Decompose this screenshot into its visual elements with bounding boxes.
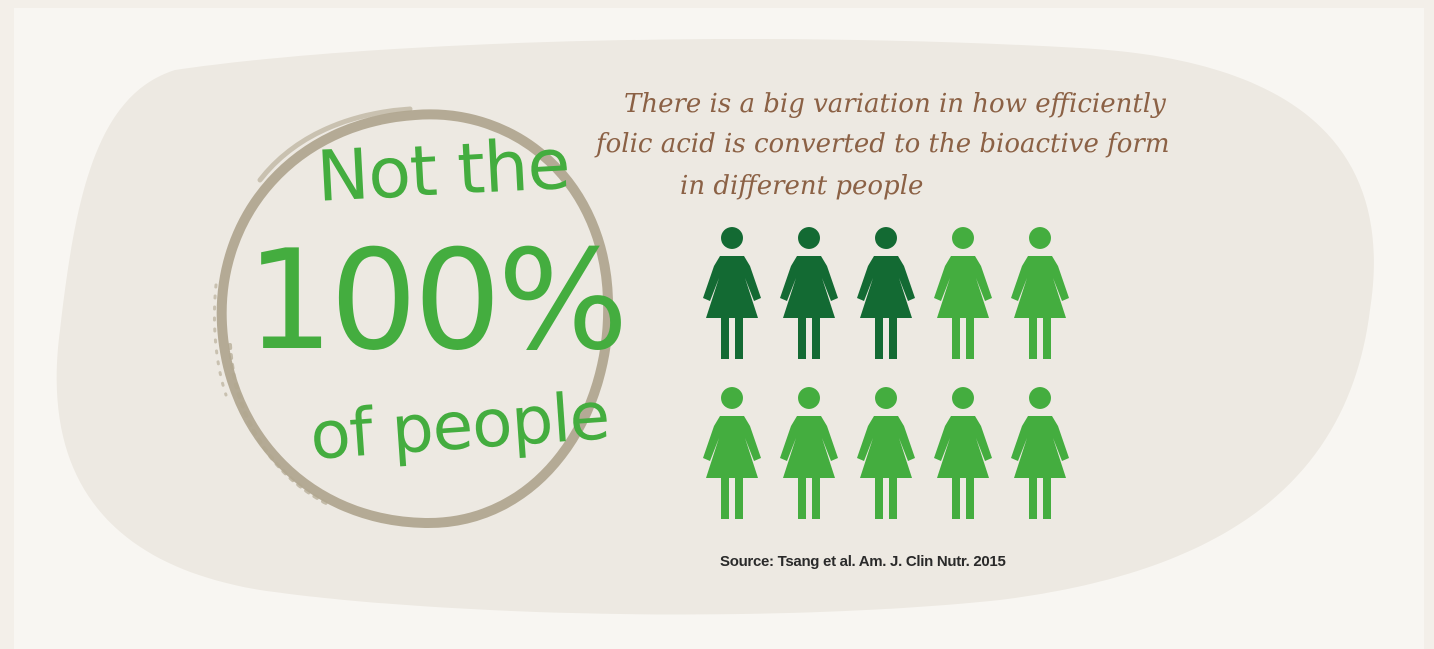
woman-figure-icon bbox=[857, 387, 915, 519]
woman-figure-icon bbox=[703, 227, 761, 359]
source-citation: Source: Tsang et al. Am. J. Clin Nutr. 2… bbox=[720, 553, 1006, 570]
woman-figure-icon bbox=[780, 387, 838, 519]
headline-line-3: of people bbox=[307, 377, 612, 475]
headline-line-1: Not the bbox=[314, 122, 572, 218]
description-line-2: folic acid is converted to the bioactive… bbox=[596, 129, 1170, 159]
woman-figure-icon bbox=[780, 227, 838, 359]
hand-drawn-circle bbox=[212, 106, 614, 529]
description-line-3: in different people bbox=[680, 171, 924, 201]
people-grid bbox=[703, 227, 1069, 519]
woman-figure-icon bbox=[703, 387, 761, 519]
woman-figure-icon bbox=[934, 387, 992, 519]
woman-figure-icon bbox=[1011, 387, 1069, 519]
woman-figure-icon bbox=[934, 227, 992, 359]
headline-percentage: 100% bbox=[246, 220, 629, 381]
woman-figure-icon bbox=[1011, 227, 1069, 359]
description-line-1: There is a big variation in how efficien… bbox=[624, 89, 1166, 119]
woman-figure-icon bbox=[857, 227, 915, 359]
